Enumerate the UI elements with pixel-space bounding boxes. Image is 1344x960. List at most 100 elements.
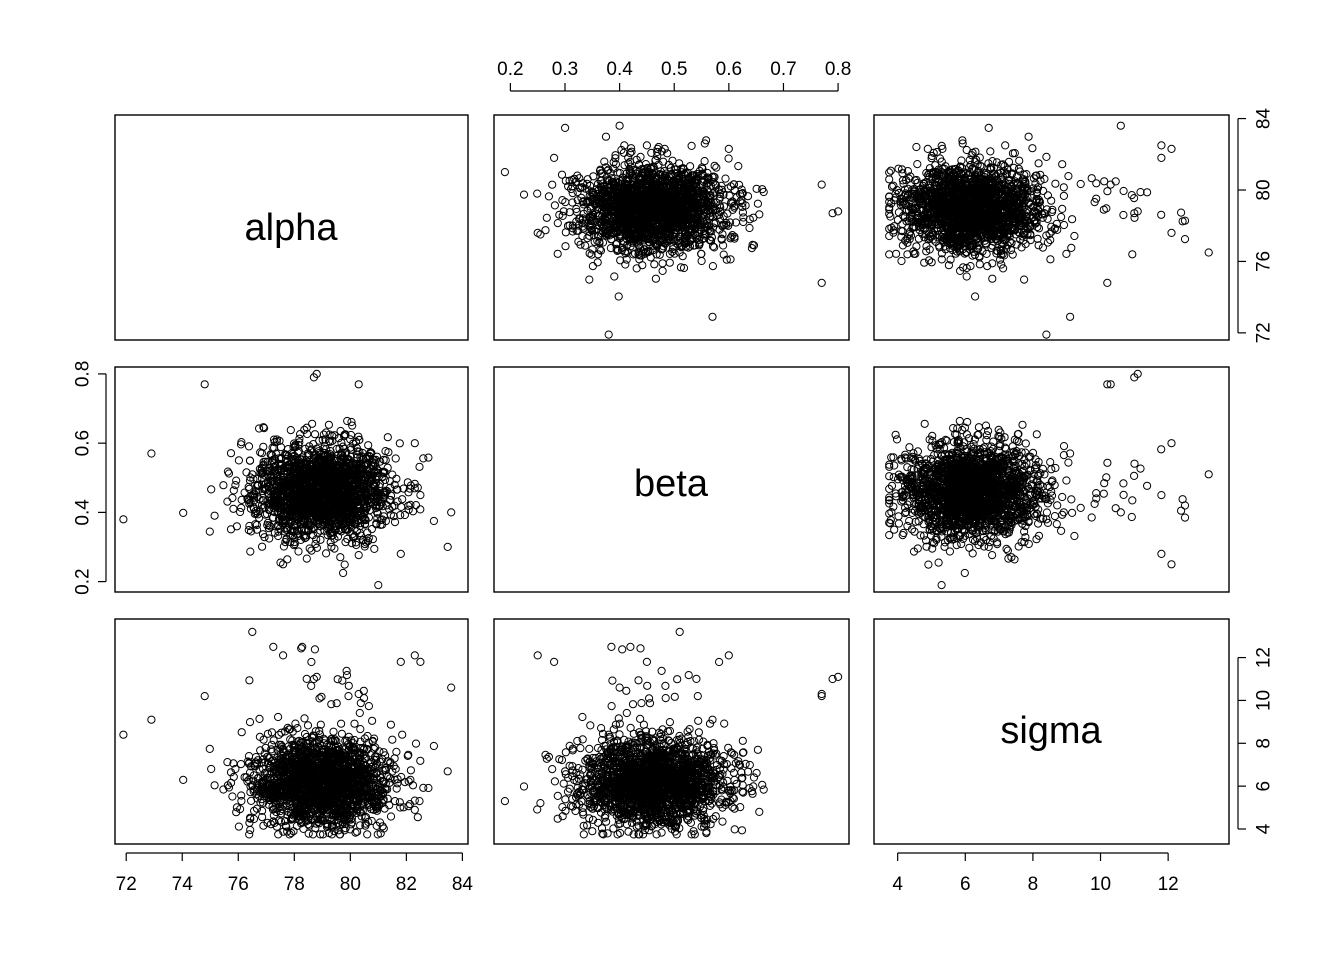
point-beta-alpha-654 <box>246 547 255 556</box>
point-alpha-beta-1316 <box>550 201 560 210</box>
point-alpha-sigma-1184 <box>975 260 984 269</box>
point-alpha-sigma-1347 <box>1180 235 1190 244</box>
point-alpha-beta-244 <box>717 235 726 244</box>
point-beta-alpha-890 <box>258 542 267 551</box>
point-beta-alpha-637 <box>294 547 303 556</box>
point-alpha-sigma-2000 <box>1042 330 1051 339</box>
diag-label-sigma: sigma <box>1000 710 1102 752</box>
point-alpha-sigma-1340 <box>1034 159 1043 168</box>
point-alpha-beta-654 <box>553 249 562 258</box>
point-beta-alpha-375 <box>228 493 237 503</box>
point-alpha-sigma-857 <box>1119 210 1128 220</box>
point-alpha-sigma-554 <box>1028 144 1037 153</box>
point-alpha-sigma-394 <box>1070 231 1079 241</box>
point-alpha-beta-934 <box>708 262 718 271</box>
point-alpha-sigma-1109 <box>1128 250 1137 259</box>
point-alpha-sigma-1497 <box>885 175 894 184</box>
point-alpha-sigma-2009 <box>1157 153 1166 162</box>
point-alpha-sigma-1046 <box>1033 234 1042 243</box>
point-alpha-sigma-2007 <box>1103 278 1112 287</box>
point-alpha-beta-514 <box>598 238 608 247</box>
point-alpha-sigma-1821 <box>1119 186 1128 196</box>
point-alpha-sigma-1211 <box>1008 250 1017 259</box>
point-alpha-beta-907 <box>734 162 743 171</box>
point-alpha-sigma-377 <box>1058 160 1067 169</box>
point-alpha-beta-2000 <box>604 330 613 339</box>
point-beta-alpha-934 <box>226 449 236 458</box>
point-alpha-beta-1934 <box>670 249 679 258</box>
point-alpha-beta-1427 <box>568 189 577 198</box>
point-alpha-sigma-162 <box>1046 255 1055 264</box>
point-alpha-sigma-283 <box>1062 249 1071 258</box>
point-alpha-beta-1570 <box>665 258 674 267</box>
point-alpha-sigma-219 <box>1067 243 1076 252</box>
point-alpha-sigma-555 <box>1157 210 1166 219</box>
point-alpha-sigma-70 <box>886 166 895 175</box>
point-alpha-sigma-2011 <box>1167 228 1176 237</box>
point-alpha-beta-996 <box>610 272 619 281</box>
point-alpha-sigma-1829 <box>1051 179 1060 188</box>
point-alpha-sigma-1265 <box>1043 191 1053 200</box>
panel-frame-2-1 <box>493 618 850 845</box>
point-alpha-sigma-238 <box>1015 156 1024 165</box>
point-alpha-sigma-1550 <box>923 144 932 153</box>
point-alpha-beta-1373 <box>697 256 706 266</box>
point-alpha-sigma-1543 <box>903 250 912 259</box>
point-alpha-beta-1546 <box>658 266 667 275</box>
point-alpha-beta-1904 <box>697 249 706 258</box>
point-alpha-beta-1651 <box>585 275 594 284</box>
diag-label-alpha: alpha <box>245 207 339 249</box>
point-beta-alpha-762 <box>429 516 438 526</box>
point-alpha-sigma-455 <box>984 123 993 133</box>
point-alpha-sigma-844 <box>971 292 980 301</box>
point-alpha-sigma-1373 <box>897 256 906 266</box>
point-alpha-beta-455 <box>561 123 570 133</box>
point-alpha-sigma-762 <box>1024 132 1033 141</box>
point-alpha-sigma-1107 <box>892 249 901 258</box>
point-alpha-sigma-1710 <box>988 157 997 166</box>
point-alpha-beta-464 <box>738 208 748 217</box>
point-alpha-sigma-172 <box>1047 196 1056 205</box>
point-alpha-beta-197 <box>557 170 567 179</box>
point-alpha-beta-2012 <box>642 141 652 150</box>
point-beta-alpha-464 <box>310 430 320 439</box>
diag-label-beta: beta <box>634 463 709 505</box>
panel-frame-0-0 <box>114 114 469 341</box>
point-alpha-sigma-471 <box>1059 183 1068 192</box>
point-alpha-sigma-1872 <box>986 147 995 156</box>
point-alpha-sigma-13 <box>1177 208 1186 217</box>
point-alpha-beta-1749 <box>755 210 764 219</box>
point-alpha-sigma-1632 <box>982 249 991 258</box>
point-beta-alpha-907 <box>383 433 392 442</box>
point-alpha-sigma-1051 <box>1058 204 1067 213</box>
point-alpha-beta-543 <box>705 235 714 244</box>
point-alpha-sigma-1514 <box>1057 212 1066 222</box>
point-alpha-beta-1474 <box>712 163 721 172</box>
scatter-panel-alpha-vs-sigma <box>885 121 1213 339</box>
point-alpha-beta-2008 <box>500 168 509 177</box>
point-alpha-sigma-78 <box>1068 215 1077 224</box>
point-alpha-beta-1932 <box>589 172 598 181</box>
point-alpha-beta-2005 <box>615 121 624 130</box>
point-beta-alpha-844 <box>179 508 188 518</box>
point-alpha-beta-2001 <box>708 312 717 321</box>
point-alpha-beta-80 <box>621 260 630 269</box>
point-alpha-sigma-1089 <box>913 160 922 169</box>
point-alpha-beta-429 <box>727 232 736 241</box>
point-beta-alpha-94 <box>223 497 232 506</box>
point-alpha-beta-1572 <box>724 154 733 163</box>
scatter-panel-alpha-vs-beta <box>500 121 843 339</box>
point-alpha-beta-324 <box>687 141 696 150</box>
point-alpha-sigma-2010 <box>1167 144 1176 153</box>
point-alpha-sigma-1983 <box>1076 179 1085 189</box>
point-alpha-sigma-2012 <box>1157 141 1166 150</box>
point-alpha-beta-890 <box>561 242 570 251</box>
panel-frame-0-2 <box>873 114 1230 341</box>
point-alpha-sigma-705 <box>1001 141 1010 150</box>
point-alpha-sigma-1471 <box>886 212 895 221</box>
scatter-panel-beta-vs-alpha <box>119 369 456 590</box>
panel-frame-2-2 <box>873 618 1230 845</box>
point-alpha-beta-754 <box>710 161 719 170</box>
point-alpha-sigma-552 <box>1038 243 1048 252</box>
